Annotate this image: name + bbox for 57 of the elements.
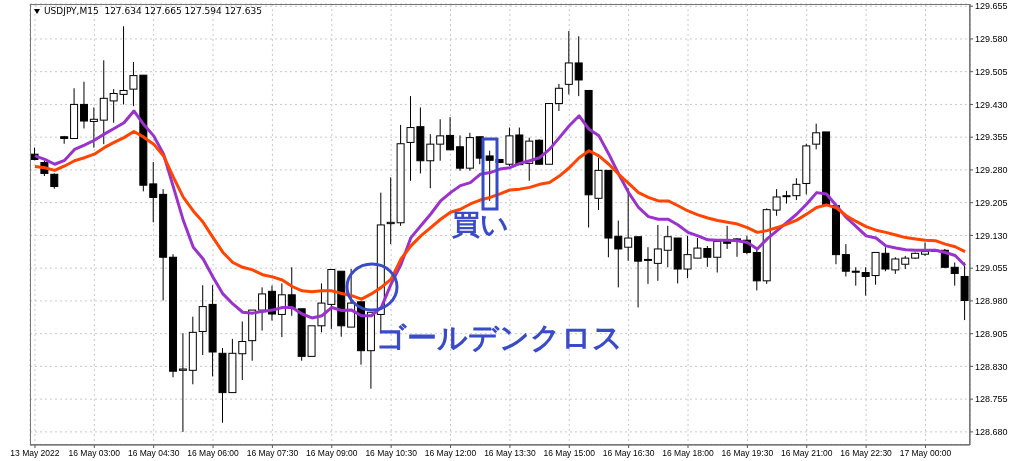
x-tick-label: 16 May 07:30: [246, 448, 299, 459]
y-tick-label: 128.830: [975, 361, 1008, 372]
y-tick-label: 128.905: [975, 328, 1008, 339]
y-tick-label: 129.430: [975, 99, 1008, 110]
y-tick-label: 128.755: [975, 394, 1008, 405]
candlestick: [574, 35, 583, 97]
chart-title: USDJPY,M15 127.634 127.665 127.594 127.635: [44, 6, 262, 16]
y-tick-label: 129.130: [975, 230, 1008, 241]
x-tick-label: 16 May 18:00: [662, 448, 715, 459]
line-series: [33, 109, 967, 320]
candlestick: [99, 59, 108, 145]
y-tick-label: 129.055: [975, 263, 1008, 274]
y-tick-label: 129.355: [975, 132, 1008, 143]
x-tick-label: 16 May 13:30: [484, 448, 536, 459]
x-tick-label: 13 May 2022: [10, 448, 60, 459]
y-tick-label: 129.280: [975, 165, 1008, 176]
annotation: ゴールデンクロス: [376, 320, 623, 356]
x-tick-label: 16 May 15:00: [543, 448, 596, 459]
x-tick-label: 16 May 09:00: [306, 448, 358, 459]
x-tick-label: 16 May 21:00: [780, 448, 833, 459]
candlestick: [446, 116, 455, 151]
candlestick: [643, 246, 652, 285]
x-tick-label: 16 May 16:30: [602, 448, 655, 459]
x-tick-label: 16 May 04:30: [127, 448, 180, 459]
y-tick-label: 129.205: [975, 197, 1008, 208]
candlestick: [258, 286, 267, 332]
y-tick-label: 129.505: [975, 66, 1008, 77]
candlestick: [455, 134, 464, 172]
y-tick-label: 129.580: [975, 34, 1008, 45]
candlestick: [851, 266, 860, 287]
candlestick: [713, 240, 722, 274]
candlestick: [624, 187, 633, 262]
x-tick-label: 16 May 06:00: [187, 448, 240, 459]
candlestick: [89, 106, 98, 149]
candlestick: [149, 161, 158, 223]
x-tick-label: 16 May 03:00: [68, 448, 121, 459]
candlestick: [663, 225, 672, 268]
candlestick: [653, 224, 662, 282]
x-tick-label: 16 May 19:30: [721, 448, 774, 459]
line-series: [33, 130, 967, 301]
x-tick-label: 17 May 00:00: [899, 448, 952, 459]
x-tick-label: 16 May 22:30: [840, 448, 893, 459]
candlestick: [287, 266, 296, 317]
annotation: 買い: [452, 208, 509, 242]
y-tick-label: 129.655: [975, 1, 1008, 12]
candlestick: [564, 30, 573, 95]
candlestick: [950, 261, 959, 287]
candlestick: [841, 243, 850, 277]
y-tick-label: 128.980: [975, 296, 1008, 307]
candlestick: [79, 81, 88, 129]
candlestick: [178, 332, 187, 433]
x-tick-label: 16 May 10:30: [365, 448, 418, 459]
candlestick: [812, 123, 821, 150]
y-tick-label: 128.680: [975, 427, 1008, 438]
x-tick-label: 16 May 12:00: [424, 448, 477, 459]
candlestick: [554, 83, 563, 112]
candlestick: [436, 118, 445, 162]
